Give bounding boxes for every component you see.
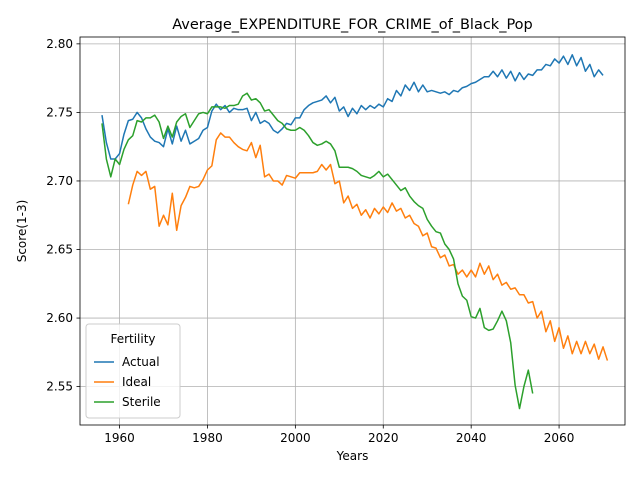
y-axis: 2.55 2.60 2.65 2.70 2.75 2.80 <box>46 37 80 394</box>
x-tick-label: 1980 <box>192 431 223 445</box>
y-tick-label: 2.70 <box>46 174 73 188</box>
series-lines <box>101 54 609 410</box>
series-line-ideal <box>127 132 609 361</box>
x-tick-label: 2000 <box>280 431 311 445</box>
legend: Fertility Actual Ideal Sterile <box>85 323 181 419</box>
y-tick-label: 2.65 <box>46 243 73 257</box>
x-tick-label: 2040 <box>456 431 487 445</box>
y-axis-label: Score(1-3) <box>15 200 29 263</box>
legend-title: Fertility <box>110 332 155 346</box>
legend-entry: Actual <box>122 355 160 369</box>
x-tick-label: 2020 <box>368 431 399 445</box>
x-tick-label: 1960 <box>104 431 135 445</box>
x-axis: 1960 1980 2000 2020 2040 2060 <box>104 425 574 445</box>
legend-box <box>85 323 181 419</box>
chart-title: Average_EXPENDITURE_FOR_CRIME_of_Black_P… <box>172 17 533 33</box>
plot-frame <box>79 36 626 426</box>
series-line-actual <box>101 54 604 160</box>
y-tick-label: 2.55 <box>46 380 73 394</box>
legend-entry: Sterile <box>122 395 161 409</box>
y-tick-label: 2.75 <box>46 105 73 119</box>
y-tick-label: 2.80 <box>46 37 73 51</box>
y-tick-label: 2.60 <box>46 311 73 325</box>
x-tick-label: 2060 <box>544 431 575 445</box>
legend-entry: Ideal <box>122 375 151 389</box>
x-axis-label: Years <box>336 449 369 463</box>
series-line-sterile <box>101 92 534 410</box>
